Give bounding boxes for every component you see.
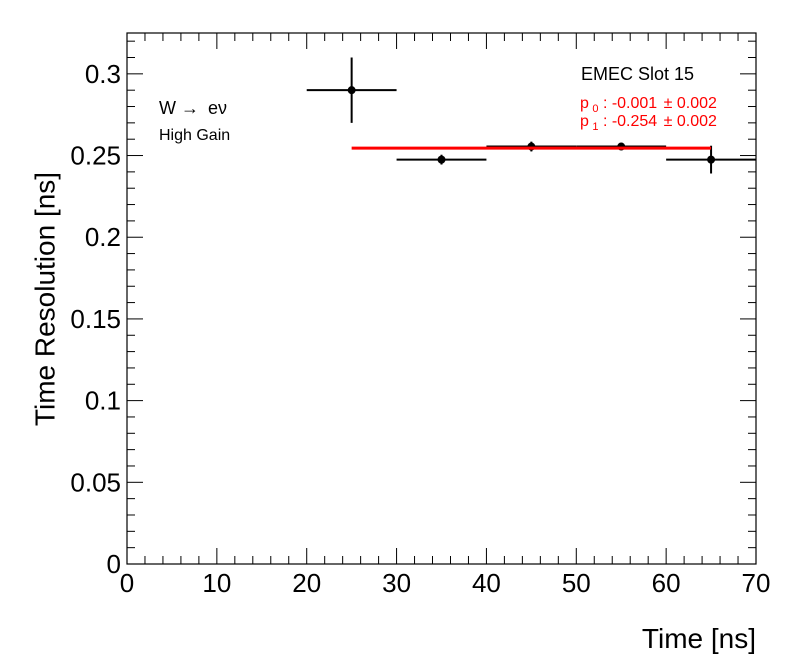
p1-sub: 1	[592, 121, 598, 133]
p0-sub: 0	[592, 103, 598, 115]
x-tick-label: 0	[120, 568, 134, 598]
data-point	[437, 155, 446, 164]
p1-pm: ± 0.002	[664, 113, 717, 130]
slot-annotation: EMEC Slot 15	[581, 64, 694, 84]
data-point	[707, 155, 716, 164]
x-tick-label: 40	[472, 568, 501, 598]
process-products: eν	[208, 98, 227, 118]
plot-frame	[126, 32, 757, 565]
y-tick-label: 0.05	[70, 467, 121, 497]
x-axis-label: Time [ns]	[642, 623, 756, 654]
x-tick-label: 60	[652, 568, 681, 598]
y-tick-label: 0.25	[70, 141, 121, 171]
y-tick-label: 0.2	[85, 222, 121, 252]
x-tick-label: 30	[382, 568, 411, 598]
fit-param-p0: p 0 : -0.001 ± 0.002	[580, 95, 717, 116]
process-annotation: W → eν	[159, 98, 227, 118]
x-tick-label: 20	[292, 568, 321, 598]
p0-text: : -0.001	[603, 95, 657, 112]
y-tick-label: 0.15	[70, 304, 121, 334]
gain-annotation: High Gain	[159, 127, 230, 144]
p1-text: : -0.254	[603, 113, 657, 130]
p0-pm: ± 0.002	[664, 95, 717, 112]
data-point	[347, 86, 356, 95]
process-arrow: →	[181, 98, 199, 118]
y-tick-label: 0	[107, 549, 121, 579]
x-tick-label: 50	[562, 568, 591, 598]
y-axis-label: Time Resolution [ns]	[29, 172, 60, 426]
p1-base: p	[580, 113, 589, 130]
y-tick-label: 0.1	[85, 386, 121, 416]
y-tick-label: 0.3	[85, 59, 121, 89]
process-w: W	[159, 98, 176, 118]
x-tick-label: 70	[742, 568, 771, 598]
x-tick-label: 10	[202, 568, 231, 598]
fit-param-p1: p 1 : -0.254 ± 0.002	[580, 113, 717, 134]
p0-base: p	[580, 95, 589, 112]
data-points	[306, 57, 756, 174]
